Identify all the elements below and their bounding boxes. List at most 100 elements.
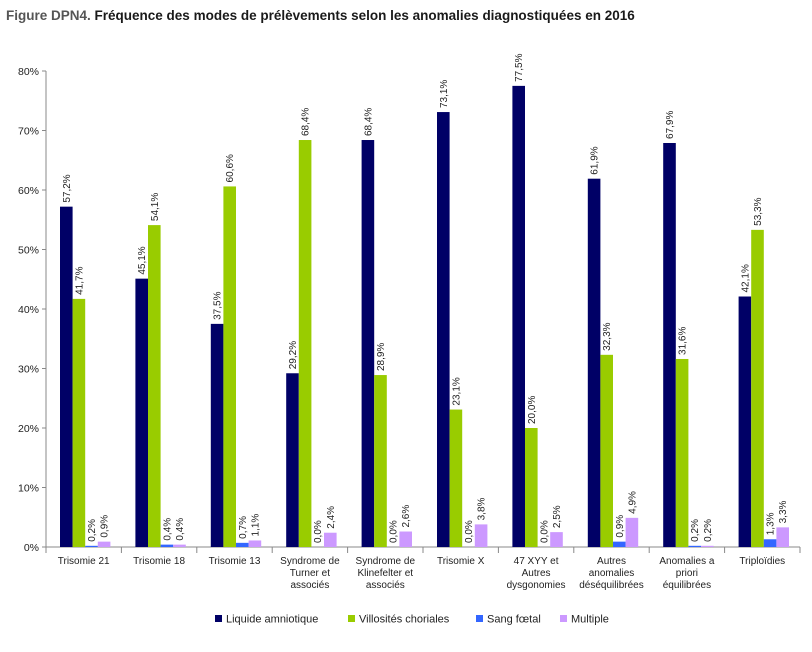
bar <box>85 545 98 547</box>
bar <box>613 541 626 547</box>
y-tick-label: 80% <box>18 66 39 78</box>
data-label: 68,4% <box>363 108 374 136</box>
data-label: 1,1% <box>250 514 261 537</box>
data-label: 42,1% <box>740 264 751 292</box>
bar <box>173 544 186 547</box>
category-label: Anomalies a priori équilibrées <box>659 556 714 591</box>
data-label: 77,5% <box>514 53 525 81</box>
data-label: 20,0% <box>527 396 538 424</box>
bar <box>525 428 538 547</box>
legend-swatch <box>560 615 567 622</box>
data-label: 41,7% <box>74 266 85 294</box>
bar <box>399 531 412 547</box>
data-label: 2,4% <box>326 506 337 529</box>
bar <box>210 323 224 547</box>
legend-label: Multiple <box>571 614 609 626</box>
y-tick-label: 70% <box>18 126 39 138</box>
data-label: 0,0% <box>539 520 550 543</box>
category-label: Syndrome de Klinefelter et associés <box>356 556 416 591</box>
bars <box>60 85 789 548</box>
data-label: 0,0% <box>464 520 475 543</box>
bar <box>738 296 752 547</box>
legend-swatch <box>476 615 483 622</box>
category-labels: Trisomie 21 Trisomie 18 Trisomie 13 Syndrom… <box>58 556 785 591</box>
category-label: Triploïdies <box>739 556 785 567</box>
bar <box>675 358 689 547</box>
bar <box>701 545 714 547</box>
bar <box>550 532 563 547</box>
data-label: 37,5% <box>213 291 224 319</box>
data-label: 73,1% <box>439 80 450 108</box>
category-label: 47 XYY et Autres dysgonomies <box>507 556 566 591</box>
bar <box>298 140 312 547</box>
bar <box>361 140 375 547</box>
bar <box>474 524 488 547</box>
chart-title-prefix: Figure DPN4. <box>6 8 91 23</box>
data-label: 61,9% <box>590 146 601 174</box>
data-label: 0,0% <box>313 520 324 543</box>
bar <box>663 142 676 547</box>
data-label: 0,9% <box>100 515 111 538</box>
bar <box>625 517 639 547</box>
data-label: 67,9% <box>665 111 676 139</box>
category-label: Autres anomalies déséquilibrées <box>579 556 644 591</box>
bar <box>751 229 764 548</box>
y-tick-label: 40% <box>18 304 39 316</box>
data-label: 3,3% <box>778 500 789 523</box>
y-tick-label: 20% <box>18 423 39 435</box>
data-label: 0,9% <box>615 515 626 538</box>
bar <box>449 409 463 547</box>
data-label: 0,4% <box>175 518 186 541</box>
bar <box>688 545 701 547</box>
y-tick-label: 60% <box>18 185 39 197</box>
data-label: 23,1% <box>451 377 462 405</box>
legend-swatch <box>215 615 222 622</box>
data-label: 2,6% <box>401 505 412 528</box>
category-label: Trisomie 18 <box>133 556 185 567</box>
category-label: Trisomie 21 <box>58 556 110 567</box>
data-label: 31,6% <box>678 327 689 355</box>
legend-label: Liquide amniotique <box>226 614 318 626</box>
data-label: 54,1% <box>150 193 161 221</box>
data-label: 1,3% <box>766 512 777 535</box>
y-tick-label: 0% <box>24 542 39 554</box>
data-label: 2,5% <box>552 505 563 528</box>
legend-swatch <box>348 615 355 622</box>
bar <box>97 541 111 547</box>
category-label: Trisomie X <box>437 556 485 567</box>
data-label: 32,3% <box>602 322 613 350</box>
data-labels: 57,2% 45,1% 37,5% 29,2% 68,4% 73,1% 77,5% 61,9%… <box>62 53 789 543</box>
bar <box>437 112 450 548</box>
data-label: 0,2% <box>703 519 714 542</box>
data-label: 45,1% <box>137 246 148 274</box>
legend-label: Villosités choriales <box>359 614 450 626</box>
y-tick-label: 10% <box>18 483 39 495</box>
bar <box>248 540 262 547</box>
bar <box>236 542 249 547</box>
y-tick-label: 30% <box>18 364 39 376</box>
data-label: 29,2% <box>288 341 299 369</box>
data-label: 3,8% <box>477 497 488 520</box>
legend-label: Sang fœtal <box>487 614 541 626</box>
bar <box>223 186 236 547</box>
y-tick-label: 50% <box>18 245 39 257</box>
data-label: 28,9% <box>376 343 387 371</box>
data-label: 53,3% <box>753 197 764 225</box>
chart-title: Figure DPN4. Fréquence des modes de prél… <box>6 8 635 23</box>
bar <box>286 373 299 547</box>
data-label: 0,7% <box>238 516 249 539</box>
bar <box>160 544 174 547</box>
data-label: 0,2% <box>690 519 701 542</box>
bar <box>72 298 86 547</box>
data-label: 60,6% <box>225 154 236 182</box>
data-label: 0,0% <box>389 520 400 543</box>
legend: Liquide amniotique Villosités choriales Sa… <box>215 614 609 626</box>
data-label: 68,4% <box>301 108 312 136</box>
chart-title-main: Fréquence des modes de prélèvements selo… <box>94 8 635 23</box>
bar <box>776 527 789 547</box>
bar <box>135 278 148 547</box>
bar <box>587 178 601 547</box>
data-label: 4,9% <box>627 491 638 514</box>
bar <box>600 354 613 547</box>
